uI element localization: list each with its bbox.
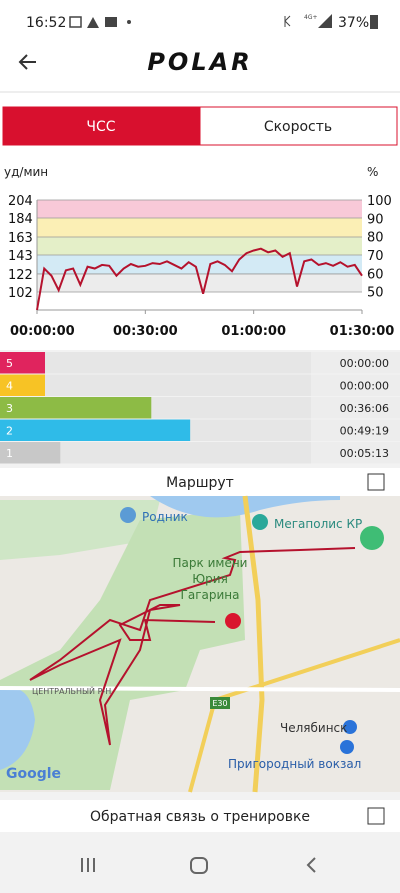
icon (127, 20, 131, 24)
icon (87, 17, 99, 28)
y-tick-label: 163 (8, 231, 33, 246)
route-title: Маршрут (166, 475, 234, 491)
zone-label: 1 (6, 447, 13, 460)
feedback-bar[interactable] (0, 800, 400, 832)
hr-zone-band (37, 218, 362, 237)
zone-time-bg (311, 352, 400, 374)
map-poi (120, 507, 136, 523)
status-time: 16:52 (26, 15, 66, 31)
map-road (0, 686, 400, 692)
logo: POLAR (147, 48, 252, 76)
signal (318, 14, 332, 28)
zone-time: 00:00:00 (340, 357, 389, 370)
zone-bar (45, 419, 191, 441)
y-tick-label: 143 (8, 249, 33, 264)
map-poi (252, 514, 268, 530)
zone-bar (45, 442, 61, 464)
tab-label: ЧСС (86, 119, 115, 135)
y2-tick-label: 90 (367, 212, 384, 227)
tab-label: Скорость (264, 119, 332, 135)
network: 4G+ (304, 14, 318, 21)
map-poi (340, 740, 354, 754)
map-end-marker (225, 613, 241, 629)
icon (69, 16, 82, 28)
zone-row-bg (0, 374, 400, 396)
route-bar[interactable] (0, 468, 400, 496)
zone-time: 00:05:13 (340, 447, 389, 460)
map-label: E30 (212, 699, 227, 708)
y2-tick-label: 70 (367, 249, 384, 264)
x-tick-label: 01:00:00 (221, 324, 286, 339)
map-label: Челябинск (280, 721, 347, 735)
map-park (0, 510, 245, 790)
x-tick-label: 00:30:00 (113, 324, 178, 339)
y-tick-label: 102 (8, 286, 33, 301)
y-tick-label: 184 (8, 212, 33, 227)
zone-time-bg (311, 397, 400, 419)
map-road (242, 495, 265, 793)
zone-label-box (0, 374, 45, 396)
hr-zone-band (37, 200, 362, 219)
battery: 37% (338, 15, 369, 31)
y-tick-label: 122 (8, 268, 33, 283)
map-label: Гагарина (181, 588, 240, 602)
y2-tick-label: 100 (367, 194, 392, 209)
y2-label: % (367, 165, 378, 179)
x-tick-label: 01:30:00 (330, 324, 395, 339)
battery-icon (370, 15, 378, 29)
hr-zone-band (37, 255, 362, 274)
y2-tick-label: 50 (367, 286, 384, 301)
map-label: Мегаполис КР (274, 517, 362, 531)
zone-time: 00:36:06 (340, 402, 389, 415)
zone-time: 00:00:00 (340, 380, 389, 393)
zone-row-bg (0, 442, 400, 464)
map-label: Пригородный вокзал (228, 757, 361, 771)
icon (105, 17, 117, 27)
expand-icon[interactable] (367, 473, 385, 491)
zone-time: 00:49:19 (340, 425, 389, 438)
map-label: ЦЕНТРАЛЬНЫЙ Р-Н (32, 685, 111, 696)
map-label: Юрия (192, 572, 228, 586)
zone-time-bg (311, 419, 400, 441)
back-button[interactable] (18, 54, 36, 70)
zone-row-bg (0, 352, 400, 374)
hr-zone-band (37, 236, 362, 255)
icon (284, 15, 291, 27)
zone-time-bg (311, 442, 400, 464)
nav-back[interactable] (306, 857, 316, 873)
map-logo: Google (6, 766, 61, 782)
zone-label-box (0, 442, 45, 464)
map-lake (0, 688, 35, 770)
map-poi (360, 526, 384, 550)
tab[interactable] (199, 106, 398, 146)
zone-label: 4 (6, 380, 13, 393)
hr-line (36, 247, 363, 311)
map-poi (343, 720, 357, 734)
road-shield (210, 697, 230, 709)
zone-time-bg (311, 374, 400, 396)
y-label: уд/мин (4, 165, 48, 179)
y2-tick-label: 80 (367, 231, 384, 246)
map-label: Родник (142, 510, 188, 524)
zone-label-box (0, 352, 45, 374)
map-label: Парк имени (173, 556, 248, 570)
nav-recent[interactable] (81, 858, 95, 872)
zone-label: 2 (6, 425, 13, 438)
y2-tick-label: 60 (367, 267, 384, 282)
zone-bar (45, 397, 152, 419)
top-bg (0, 0, 400, 100)
expand-icon[interactable] (367, 807, 385, 825)
zone-label-box (0, 397, 45, 419)
zone-label: 3 (6, 402, 13, 415)
nav-home[interactable] (190, 857, 208, 874)
zone-label: 5 (6, 357, 13, 370)
x-tick-label: 00:00:00 (10, 324, 75, 339)
zone-label-box (0, 419, 45, 441)
map-route (29, 547, 356, 746)
y-tick-label: 204 (8, 194, 33, 209)
nav-bar (0, 842, 400, 889)
feedback-title: Обратная связь о тренировке (90, 809, 310, 825)
